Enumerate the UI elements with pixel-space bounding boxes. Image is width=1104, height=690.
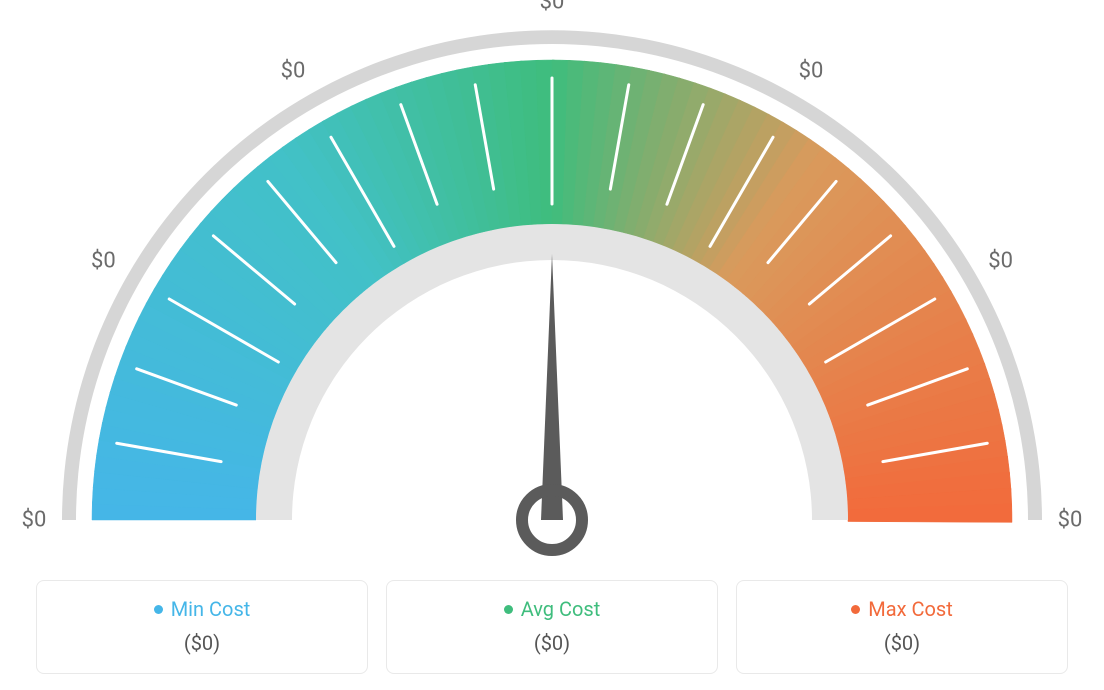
legend-dot-max (851, 605, 860, 614)
legend-value-avg: ($0) (397, 631, 707, 655)
cost-gauge-container: $0 $0 $0 $0 $0 $0 $0 Min Cost ($0) Avg Cost ($… (0, 0, 1104, 690)
gauge-tick-label: $0 (91, 249, 116, 274)
legend-title-min: Min Cost (154, 597, 251, 621)
legend-label-max: Max Cost (868, 597, 953, 621)
legend-label-min: Min Cost (171, 597, 251, 621)
legend-card-max: Max Cost ($0) (736, 580, 1068, 674)
legend-value-min: ($0) (47, 631, 357, 655)
legend-dot-min (154, 605, 163, 614)
legend-card-avg: Avg Cost ($0) (386, 580, 718, 674)
legend-dot-avg (504, 605, 513, 614)
gauge-tick-label: $0 (281, 59, 306, 84)
legend-value-max: ($0) (747, 631, 1057, 655)
gauge-svg (0, 0, 1104, 560)
legend-row: Min Cost ($0) Avg Cost ($0) Max Cost ($0… (36, 580, 1068, 674)
legend-label-avg: Avg Cost (521, 597, 601, 621)
legend-card-min: Min Cost ($0) (36, 580, 368, 674)
gauge-tick-label: $0 (799, 59, 824, 84)
gauge-tick-label: $0 (540, 0, 565, 15)
gauge-tick-label: $0 (22, 508, 47, 533)
legend-title-avg: Avg Cost (504, 597, 601, 621)
gauge-tick-label: $0 (1058, 508, 1083, 533)
legend-title-max: Max Cost (851, 597, 953, 621)
gauge-chart: $0 $0 $0 $0 $0 $0 $0 (0, 0, 1104, 560)
gauge-tick-label: $0 (988, 249, 1013, 274)
